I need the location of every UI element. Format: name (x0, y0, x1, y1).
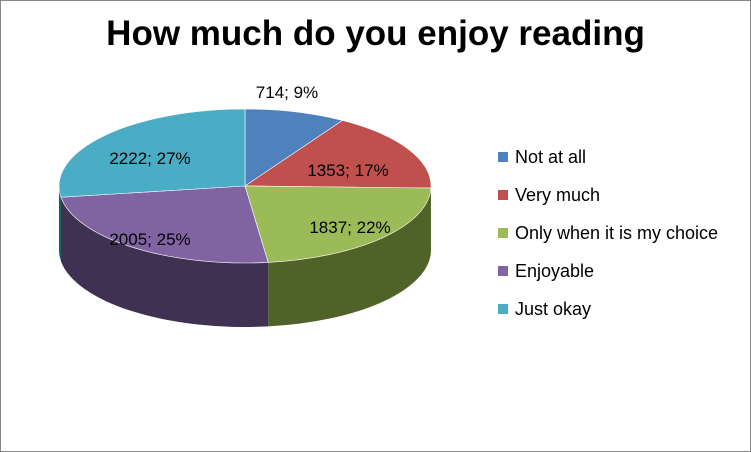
legend-swatch (498, 266, 508, 276)
data-label: 2222; 27% (109, 149, 190, 168)
data-label: 2005; 25% (109, 230, 190, 249)
legend-swatch (498, 190, 508, 200)
legend-item: Enjoyable (498, 252, 718, 290)
legend-item: Only when it is my choice (498, 214, 718, 252)
legend-item: Very much (498, 176, 718, 214)
data-label: 1353; 17% (307, 161, 388, 180)
legend-swatch (498, 152, 508, 162)
legend-item: Just okay (498, 290, 718, 328)
legend-label: Only when it is my choice (515, 222, 719, 243)
legend-label: Just okay (515, 298, 592, 319)
legend-label: Not at all (515, 146, 587, 167)
pie-slice-not-at-all (244, 108, 344, 187)
pie-slice-only-when-it-is-my-choice (244, 185, 432, 263)
chart-title: How much do you enjoy reading (106, 14, 645, 53)
pie-side-only-when-it-is-my-choice (268, 188, 431, 327)
pie-side-enjoyable (60, 197, 269, 327)
legend-label: Enjoyable (515, 260, 595, 281)
legend-item: Not at all (498, 138, 718, 176)
legend-swatch (498, 228, 508, 238)
legend-label: Very much (515, 184, 601, 205)
pie-slice-very-much (244, 120, 432, 189)
data-label: 1837; 22% (309, 218, 390, 237)
legend: Not at all Very much Only when it is my ch… (498, 138, 718, 328)
legend-swatch (498, 304, 508, 314)
pie-slice-enjoyable (60, 185, 269, 264)
pie-slice-just-okay (58, 108, 246, 198)
pie-side-just-okay (59, 186, 61, 262)
data-label: 714; 9% (256, 83, 318, 102)
